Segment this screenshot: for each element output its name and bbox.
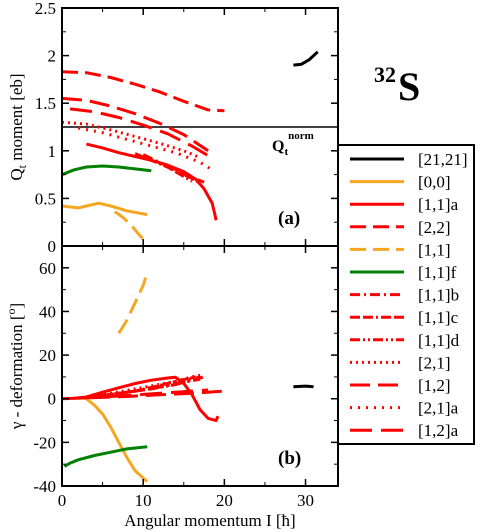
- legend-label: [2,2]: [418, 218, 451, 237]
- legend-label: [1,1]b: [418, 286, 459, 305]
- series-group: [62, 50, 319, 243]
- series-line-2-1-a: [77, 126, 213, 172]
- y-tick-label: 1: [48, 142, 57, 161]
- nucleus-mass-number: 32: [374, 62, 396, 87]
- nucleus-label: 32 S: [374, 62, 420, 109]
- y-tick-label: -20: [33, 433, 56, 452]
- legend-label: [1,1]d: [418, 331, 460, 350]
- series-group: [62, 271, 314, 483]
- legend-label: [0,0]: [418, 173, 451, 192]
- series-line-0-0: [62, 201, 148, 217]
- y-tick-label: 60: [39, 259, 56, 278]
- series-line-1-1: [113, 210, 146, 243]
- legend-label: [21,21]: [418, 150, 468, 169]
- series-line-2-1: [62, 120, 201, 159]
- panel-label: (a): [278, 208, 300, 229]
- qt-norm-label: Qtnorm: [272, 130, 314, 158]
- legend-label: [2,1]: [418, 353, 451, 372]
- legend-label: [1,1]f: [418, 263, 457, 282]
- x-tick-label: 10: [135, 491, 152, 510]
- y-tick-label: 20: [39, 346, 56, 365]
- series-line-1-1-f: [63, 445, 148, 468]
- legend-label: [1,2]a: [418, 421, 459, 440]
- y-tick-label: 40: [39, 302, 56, 321]
- y-tick-label: 2.5: [35, 0, 56, 18]
- y-tick-label: 0: [48, 237, 57, 256]
- x-tick-label: 20: [216, 491, 233, 510]
- x-axis-label: Angular momentum I [ħ]: [124, 511, 295, 530]
- series-line-21-21: [293, 50, 319, 67]
- series-line-1-1-a: [74, 375, 220, 422]
- series-line-21-21: [293, 384, 314, 389]
- legend-box: [337, 144, 475, 445]
- panel-label: (b): [278, 448, 301, 469]
- panel-a: Qtnorm 0 0.5 1 1.5 2 2.5 (a) Qt moment [eb]: [7, 0, 339, 256]
- y-axis-label: γ - deformation [o]: [4, 303, 26, 430]
- nucleus-symbol: S: [398, 64, 420, 109]
- legend-label: [1,1]: [418, 240, 451, 259]
- panel-b: -40 -20 0 20 40 60 0 10 20 30 (b) γ - deformation […: [4, 245, 339, 530]
- y-tick-label: 0.5: [35, 189, 56, 208]
- series-line-1-1-d: [142, 155, 201, 185]
- legend-label: [1,1]a: [418, 195, 459, 214]
- legend-label: [1,1]c: [418, 308, 459, 327]
- y-tick-label: 2: [48, 47, 57, 66]
- legend-label: [2,1]a: [418, 399, 459, 418]
- series-line-0-0: [78, 396, 149, 483]
- series-line-2-1-a: [94, 375, 201, 398]
- series-line-1-2: [62, 96, 209, 153]
- y-tick-label: 0: [48, 390, 57, 409]
- series-line-1-2-a: [78, 388, 209, 400]
- series-line-1-1: [117, 271, 149, 335]
- x-tick-label: 30: [297, 491, 314, 510]
- legend-label: [1,2]: [418, 376, 451, 395]
- series-line-1-1-b: [142, 153, 205, 184]
- legend: [21,21] [0,0] [1,1]a [2,2] [1,1] [1,1]f [1,1]b…: [337, 144, 475, 445]
- x-tick-label: 0: [58, 491, 67, 510]
- series-line-2-2: [62, 70, 225, 113]
- series-line-1-2-a: [69, 107, 209, 157]
- series-line-1-1-f: [62, 164, 152, 176]
- y-axis-label: Qt moment [eb]: [7, 73, 29, 180]
- y-tick-label: 1.5: [35, 94, 56, 113]
- y-tick-label: -40: [33, 477, 56, 496]
